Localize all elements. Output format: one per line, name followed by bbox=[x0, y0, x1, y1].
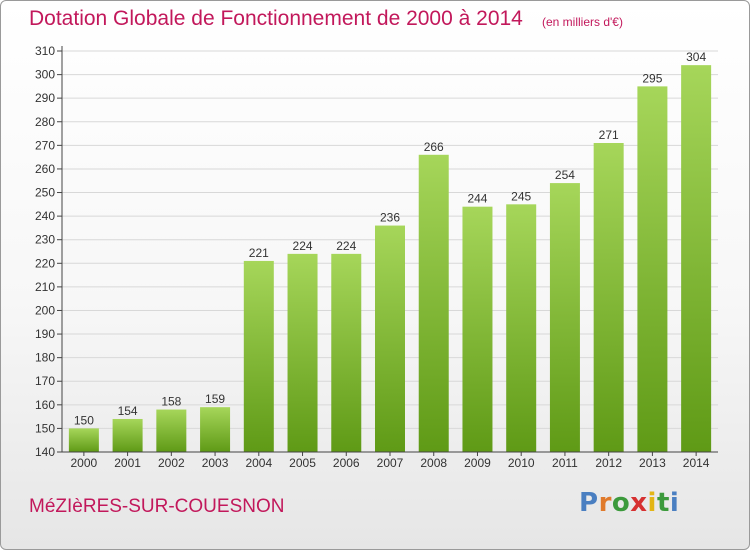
bar-2008 bbox=[418, 154, 449, 452]
data-label: 266 bbox=[424, 140, 444, 154]
bar-2011 bbox=[549, 183, 580, 452]
data-label: 295 bbox=[642, 71, 662, 85]
y-tick-label: 220 bbox=[35, 256, 55, 270]
logo-letter: i bbox=[647, 488, 657, 518]
x-tick-label: 2005 bbox=[289, 456, 316, 470]
y-tick-label: 210 bbox=[35, 280, 55, 294]
y-tick-label: 200 bbox=[35, 303, 55, 317]
bar-2004 bbox=[243, 260, 274, 452]
bar-2001 bbox=[112, 418, 143, 452]
x-tick-label: 2012 bbox=[595, 456, 622, 470]
y-tick-label: 140 bbox=[35, 445, 55, 459]
bar-2007 bbox=[375, 225, 405, 452]
logo-letter: r bbox=[598, 488, 612, 518]
data-label: 221 bbox=[249, 246, 269, 260]
x-tick-label: 2000 bbox=[71, 456, 98, 470]
logo-letter: i bbox=[669, 488, 680, 518]
chart-unit-note: (en milliers d'€) bbox=[542, 15, 623, 29]
x-tick-label: 2011 bbox=[552, 456, 578, 470]
axes: 140 150 160 170 180 190 200 210 220 230 240 250 260 2… bbox=[35, 44, 718, 470]
data-label: 236 bbox=[380, 211, 400, 225]
data-label: 154 bbox=[118, 404, 138, 418]
chart-title: Dotation Globale de Fonctionnement de 20… bbox=[29, 7, 523, 30]
y-tick-label: 170 bbox=[35, 374, 55, 388]
x-tick-label: 2014 bbox=[683, 456, 710, 470]
bar-2010 bbox=[506, 204, 537, 452]
y-tick-label: 270 bbox=[35, 138, 55, 152]
x-tick-label: 2001 bbox=[114, 456, 141, 470]
bar-2005 bbox=[287, 253, 318, 452]
bar-2003 bbox=[200, 407, 231, 452]
y-tick-label: 160 bbox=[35, 398, 55, 412]
data-label: 224 bbox=[293, 239, 313, 253]
data-label: 254 bbox=[555, 168, 575, 182]
bar-2002 bbox=[156, 409, 187, 452]
bar-2009 bbox=[462, 206, 493, 452]
bar-2006 bbox=[331, 253, 362, 452]
bar-2000 bbox=[68, 428, 99, 452]
data-label: 271 bbox=[599, 128, 619, 142]
data-label: 304 bbox=[686, 50, 706, 64]
logo-letter: x bbox=[630, 488, 648, 518]
logo-letter: o bbox=[611, 488, 631, 518]
y-tick-label: 150 bbox=[35, 421, 55, 435]
y-tick-label: 260 bbox=[35, 162, 55, 176]
x-tick-label: 2006 bbox=[333, 456, 360, 470]
logo-letter: t bbox=[656, 488, 670, 518]
x-tick-label: 2010 bbox=[508, 456, 535, 470]
x-tick-label: 2008 bbox=[420, 456, 447, 470]
y-tick-label: 180 bbox=[35, 351, 55, 365]
bar-2012 bbox=[593, 142, 624, 452]
bar-2013 bbox=[637, 86, 668, 452]
x-tick-label: 2003 bbox=[202, 456, 229, 470]
data-label: 224 bbox=[336, 239, 356, 253]
y-tick-label: 300 bbox=[35, 68, 55, 82]
x-tick-label: 2004 bbox=[245, 456, 272, 470]
y-tick-label: 310 bbox=[35, 44, 55, 58]
y-tick-label: 250 bbox=[35, 186, 55, 200]
data-label: 245 bbox=[511, 189, 531, 203]
x-tick-label: 2013 bbox=[639, 456, 666, 470]
data-label: 244 bbox=[467, 192, 487, 206]
y-tick-label: 190 bbox=[35, 327, 55, 341]
data-labels: 150 154 158 159 221 224 224 236 266 244 245 254 271 2… bbox=[74, 50, 707, 427]
town-name: MéZIèRES-SUR-COUESNON bbox=[29, 496, 285, 517]
x-tick-label: 2009 bbox=[464, 456, 491, 470]
logo-letter: P bbox=[579, 488, 599, 518]
bar-2014 bbox=[681, 65, 712, 452]
data-label: 158 bbox=[161, 395, 181, 409]
proxiti-logo[interactable]: Proxiti bbox=[579, 488, 679, 518]
data-label: 150 bbox=[74, 413, 94, 427]
x-tick-label: 2002 bbox=[158, 456, 185, 470]
y-tick-label: 290 bbox=[35, 91, 55, 105]
y-tick-label: 280 bbox=[35, 115, 55, 129]
y-tick-label: 230 bbox=[35, 233, 55, 247]
bars bbox=[68, 65, 712, 452]
x-tick-label: 2007 bbox=[377, 456, 404, 470]
data-label: 159 bbox=[205, 392, 225, 406]
y-tick-label: 240 bbox=[35, 209, 55, 223]
